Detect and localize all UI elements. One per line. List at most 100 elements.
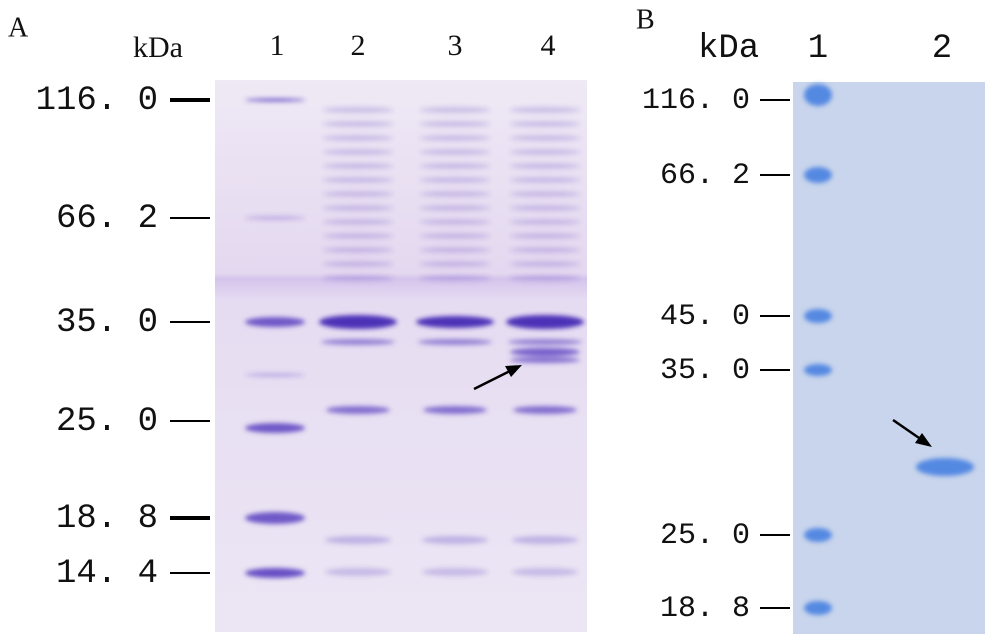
marker-label: 25. 0 (660, 519, 750, 553)
lane-label: 2 (932, 30, 952, 68)
band (420, 121, 490, 127)
band (323, 135, 393, 141)
band (323, 205, 393, 211)
band (323, 275, 393, 281)
band (420, 163, 490, 169)
band (416, 316, 494, 328)
arrow (473, 368, 513, 391)
band (325, 536, 391, 544)
lane-label: 1 (808, 30, 828, 68)
band (323, 177, 393, 183)
marker-label: 18. 8 (56, 500, 158, 538)
band (323, 233, 393, 239)
band (245, 216, 305, 220)
band (512, 568, 578, 576)
band (323, 261, 393, 267)
marker-label: 18. 8 (660, 592, 750, 626)
gel-b (793, 82, 985, 634)
band (510, 121, 580, 127)
unit-label: kDa (133, 31, 183, 64)
band (420, 107, 490, 113)
band (506, 315, 584, 329)
arrow-head (505, 365, 522, 377)
marker-label: 66. 2 (660, 159, 750, 193)
band (510, 149, 580, 155)
band (245, 98, 305, 102)
band (804, 528, 832, 542)
marker-label: 45. 0 (660, 300, 750, 334)
band (245, 373, 305, 377)
band (510, 261, 580, 267)
band (323, 219, 393, 225)
band (422, 536, 488, 544)
band (245, 317, 305, 327)
panel-label: A (8, 12, 29, 43)
band (323, 149, 393, 155)
band (323, 121, 393, 127)
panel-label: B (636, 4, 655, 35)
band (420, 135, 490, 141)
band (510, 348, 580, 356)
arrow (892, 418, 923, 442)
band (513, 406, 577, 414)
band (510, 357, 580, 363)
band (245, 568, 305, 578)
arrow-head (915, 433, 932, 447)
band (804, 364, 832, 376)
band (323, 247, 393, 253)
band (510, 205, 580, 211)
band (325, 568, 391, 576)
band (508, 339, 582, 345)
band (321, 339, 395, 345)
band (510, 275, 580, 281)
band (323, 191, 393, 197)
band (420, 233, 490, 239)
band (510, 233, 580, 239)
band (512, 536, 578, 544)
band (319, 315, 397, 329)
marker-label: 116. 0 (642, 84, 750, 118)
band (804, 309, 832, 323)
gel-a (215, 80, 587, 632)
band (323, 107, 393, 113)
band (510, 219, 580, 225)
band (804, 601, 832, 615)
lane-label: 1 (270, 29, 285, 62)
marker-label: 14. 4 (56, 555, 158, 593)
band (804, 167, 832, 183)
band (422, 568, 488, 576)
band (420, 219, 490, 225)
band (420, 177, 490, 183)
bands (245, 84, 974, 615)
band (510, 247, 580, 253)
band (916, 458, 974, 476)
marker-label: 25. 0 (56, 403, 158, 441)
band (245, 423, 305, 433)
band (420, 247, 490, 253)
band (323, 163, 393, 169)
band (510, 191, 580, 197)
band (326, 406, 390, 414)
band (420, 275, 490, 281)
marker-label: 116. 0 (36, 82, 158, 120)
band (420, 205, 490, 211)
band (510, 177, 580, 183)
lane-label: 3 (448, 29, 463, 62)
band (804, 84, 832, 106)
band (510, 163, 580, 169)
unit-label: kDa (698, 30, 759, 68)
lane-label: 4 (541, 29, 556, 62)
lane-label: 2 (351, 29, 366, 62)
band (420, 149, 490, 155)
marker-label: 35. 0 (56, 304, 158, 342)
band (418, 339, 492, 345)
band (245, 512, 305, 524)
band (420, 191, 490, 197)
band (423, 406, 487, 414)
marker-label: 66. 2 (56, 200, 158, 238)
band (510, 107, 580, 113)
band (510, 135, 580, 141)
band (420, 261, 490, 267)
marker-label: 35. 0 (660, 354, 750, 388)
